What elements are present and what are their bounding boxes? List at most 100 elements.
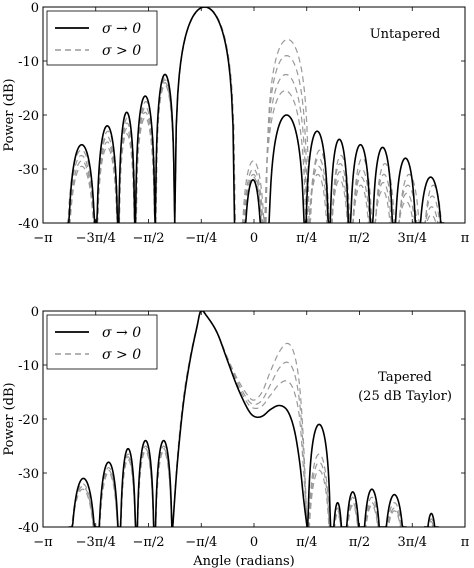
- series-dashed-lobe-2-13: [419, 206, 445, 223]
- series-dashed-lobe-2-1: [96, 141, 119, 223]
- series-dashed-lobe-3-11: [371, 189, 394, 223]
- series-dashed-main-beam-0: [172, 311, 308, 527]
- series-solid-lobe-11: [371, 146, 394, 223]
- series-solid-lobe-13: [417, 176, 445, 223]
- legend-box: [46, 10, 158, 66]
- series-solid-lobe-3: [136, 439, 155, 527]
- series-dashed-lobe-3-9: [329, 179, 351, 223]
- series-solid-lobe-3: [134, 95, 157, 223]
- series-solid-lobe-6: [331, 501, 344, 527]
- series-dashed-lobe-0-7: [265, 38, 310, 223]
- series-dashed-lobe-1-6: [241, 168, 266, 223]
- series-solid-main-beam: [171, 311, 308, 527]
- y-tick-label: -30: [18, 163, 39, 178]
- y-tick-label: -20: [18, 109, 39, 124]
- series-solid-lobe-0: [67, 143, 97, 223]
- series-dashed-lobe-0-11: [373, 162, 397, 223]
- panel-annotation: Untapered: [370, 27, 441, 42]
- x-tick-label: −π/2: [132, 535, 164, 550]
- series-solid-lobe-8: [304, 130, 330, 223]
- series-dashed-lobe-0-12: [396, 173, 422, 223]
- legend-label: σ → 0: [102, 21, 141, 37]
- series-dashed-lobe-2-0: [67, 488, 98, 527]
- x-tick-label: π/2: [349, 231, 370, 246]
- x-tick-label: π/4: [296, 231, 317, 246]
- series-solid-lobe-5: [173, 7, 236, 223]
- series-solid-lobe-9: [382, 493, 407, 527]
- series-dashed-lobe-2-3: [135, 111, 156, 223]
- series-dashed-lobe-2-6: [241, 173, 265, 223]
- series-dashed-lobe-1-7: [264, 54, 309, 223]
- x-tick-label: 0: [250, 231, 258, 246]
- series-solid-lobe-10: [349, 143, 372, 223]
- series-dashed-lobe-0-1: [97, 466, 120, 527]
- series-dashed-lobe-0-6: [331, 507, 344, 527]
- series-dashed-lobe-3-1: [96, 146, 119, 223]
- series-solid-lobe-7: [268, 114, 306, 223]
- series-solid-lobe-2: [119, 447, 137, 527]
- series-dashed-lobe-3-7: [263, 90, 307, 223]
- y-tick-label: -10: [18, 55, 39, 70]
- plot-area: [67, 311, 439, 527]
- x-tick-label: −π/4: [185, 231, 217, 246]
- x-tick-label: −π/4: [185, 535, 217, 550]
- series-dashed-lobe-1-9: [329, 162, 351, 223]
- series-solid-lobe-7: [344, 491, 362, 527]
- series-solid-lobe-2: [117, 111, 136, 223]
- x-tick-label: −π: [33, 535, 53, 550]
- series-dashed-lobe-2-1: [97, 472, 120, 527]
- legend-label: σ > 0: [102, 347, 141, 363]
- x-tick-label: π/4: [296, 535, 317, 550]
- series-dashed-lobe-0-9: [382, 502, 407, 527]
- y-tick-label: -20: [18, 413, 39, 428]
- series-solid-lobe-9: [329, 138, 350, 223]
- series-solid-lobe-10: [423, 512, 439, 527]
- series-solid-lobe-4: [154, 73, 176, 223]
- series-dashed-lobe-3-2: [118, 133, 136, 223]
- series-dashed-lobe-1-12: [395, 184, 421, 223]
- chart-panel-untapered: −π −3π/4 −π/2 −π/4 0 π/4 π/2 3π/4 π -40 -30 -20 -10 0…: [2, 1, 470, 246]
- y-tick-label: 0: [31, 1, 39, 16]
- x-tick-label: −π/2: [132, 231, 164, 246]
- chart-panel-tapered: −π −3π/4 −π/2 −π/4 0 π/4 π/2 3π/4 π -40 -30 -20 -10 0…: [2, 305, 470, 568]
- series-solid-lobe-8: [361, 488, 383, 527]
- series-solid-lobe-4: [154, 439, 173, 527]
- x-tick-label: −3π/4: [76, 231, 116, 246]
- plot-area: [65, 7, 445, 223]
- legend-label: σ → 0: [102, 325, 141, 341]
- series-dashed-lobe-3-0: [67, 165, 97, 223]
- y-axis-label: Power (dB): [2, 78, 17, 151]
- series-dashed-lobe-0-13: [421, 184, 445, 223]
- series-dashed-lobe-1-10: [423, 520, 439, 527]
- series-dashed-lobe-1-5: [174, 7, 236, 223]
- series-dashed-lobe-1-13: [420, 195, 445, 223]
- series-dashed-lobe-3-5: [174, 7, 236, 223]
- series-dashed-lobe-2-9: [382, 510, 407, 527]
- x-tick-label: π: [461, 231, 470, 246]
- series-dashed-lobe-3-3: [135, 117, 156, 223]
- series-dashed-lobe-0-8: [361, 496, 383, 527]
- series-solid-lobe-1: [95, 124, 119, 223]
- series-dashed-lobe-0-3: [136, 445, 155, 527]
- series-dashed-lobe-0-10: [423, 518, 439, 527]
- y-tick-label: -40: [18, 217, 39, 232]
- y-tick-label: -10: [18, 359, 39, 374]
- y-axis-label: Power (dB): [2, 382, 17, 455]
- series-dashed-lobe-3-8: [306, 173, 330, 223]
- series-solid-lobe-12: [393, 157, 418, 223]
- panel-annotation: Tapered: [378, 370, 432, 385]
- x-tick-label: π: [461, 535, 470, 550]
- series-dashed-lobe-0-3: [135, 100, 157, 223]
- x-tick-label: 3π/4: [398, 231, 427, 246]
- series-dashed-main-beam-1: [172, 311, 308, 527]
- series-dashed-lobe-2-12: [394, 192, 420, 223]
- series-dashed-lobe-2-5: [174, 7, 236, 223]
- series-dashed-lobe-0-1: [96, 130, 120, 223]
- x-tick-label: −π: [33, 231, 53, 246]
- series-dashed-lobe-3-10: [350, 184, 372, 223]
- y-tick-label: -40: [18, 521, 39, 536]
- y-tick-label: -30: [18, 467, 39, 482]
- series-dashed-lobe-0-9: [330, 154, 352, 223]
- legend-box: [46, 314, 158, 370]
